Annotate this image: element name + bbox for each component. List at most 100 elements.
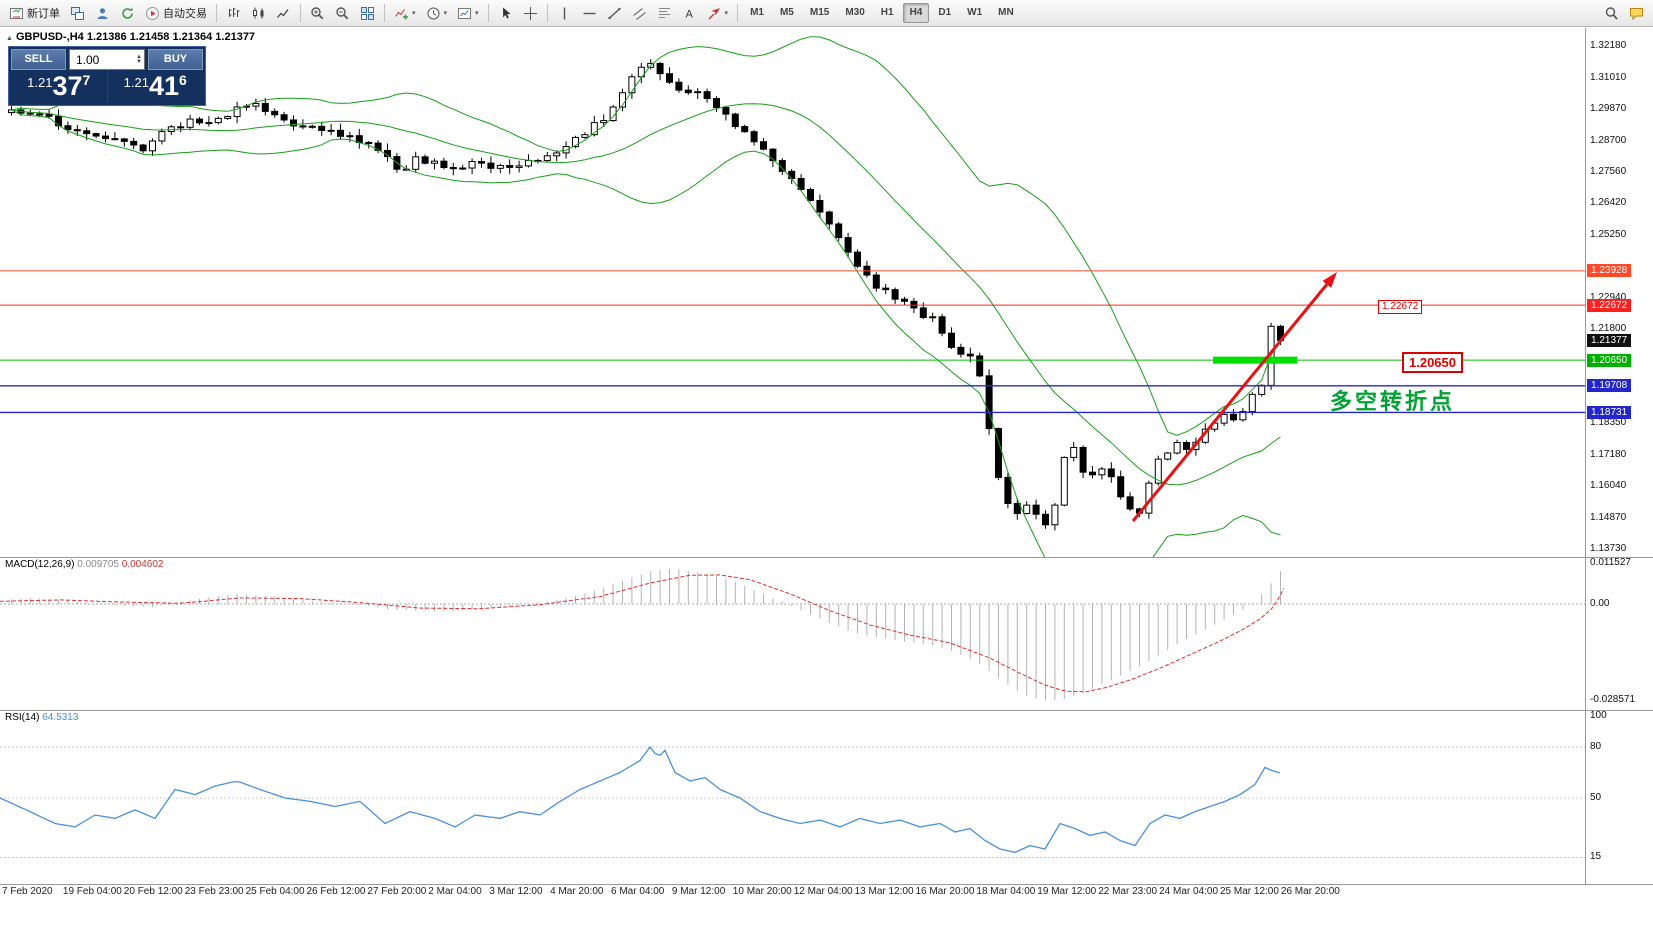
time-axis-label: 26 Mar 20:00 <box>1280 886 1340 897</box>
macd-axis-label: 0.011527 <box>1590 557 1631 568</box>
text-button[interactable]: A <box>677 1 702 25</box>
caret-down-icon: ▾ <box>475 10 479 17</box>
rsi-axis-label: 80 <box>1590 741 1602 752</box>
timeframe-m1[interactable]: M1 <box>750 7 764 18</box>
step-down-icon[interactable]: ▼ <box>136 58 142 65</box>
macd-name: MACD(12,26,9) <box>5 559 75 570</box>
search-icon <box>1604 6 1619 21</box>
auto-trading-button[interactable]: 自动交易 <box>140 1 212 25</box>
buy-price-big: 41 <box>148 71 180 101</box>
templates-button[interactable]: ▾ <box>452 1 484 25</box>
sell-button[interactable]: SELL <box>11 49 66 70</box>
macd-axis-label: -0.028571 <box>1590 694 1636 705</box>
step-up-icon[interactable]: ▲ <box>136 53 142 60</box>
chart-windows-button[interactable] <box>65 1 90 25</box>
volume-input[interactable]: 1.00 ▲ ▼ <box>69 49 145 70</box>
price-axis-label: 1.25250 <box>1590 228 1627 240</box>
toolbar-separator <box>384 4 385 22</box>
time-axis-label: 22 Mar 23:00 <box>1098 886 1158 897</box>
macd-label: MACD(12,26,9) 0.009705 0.004602 <box>5 559 163 570</box>
timeframe-h4[interactable]: H4 <box>902 3 930 23</box>
time-axis-label: 25 Feb 04:00 <box>245 886 305 897</box>
indicators-button[interactable]: ▾ <box>389 1 421 25</box>
tile-icon <box>360 6 375 21</box>
new-order-button[interactable]: 新订单 <box>4 1 65 25</box>
zoom-in-button[interactable] <box>305 1 330 25</box>
indicators-icon <box>394 6 409 21</box>
windows-icon <box>70 6 85 21</box>
rsi-axis-label: 100 <box>1590 710 1607 721</box>
toolbar: 新订单 自动交易 ▾ ▾ ▾ A ▾ M1 M5 M15 M30 H1 H4 D1 W1 MN <box>0 0 1653 27</box>
timeframe-mn[interactable]: MN <box>998 7 1014 18</box>
time-axis-label: 26 Feb 12:00 <box>306 886 366 897</box>
zoomout-icon <box>335 6 350 21</box>
profile-button[interactable] <box>90 1 115 25</box>
buy-price[interactable]: 1.21 41 6 <box>108 70 204 103</box>
buy-price-sup: 6 <box>179 72 187 88</box>
timeframe-w1[interactable]: W1 <box>967 7 983 18</box>
rsi-value: 64.5313 <box>42 712 79 723</box>
price-axis-label: 1.17180 <box>1590 448 1627 460</box>
time-axis-label: 19 Mar 12:00 <box>1037 886 1097 897</box>
toolbar-separator <box>546 4 548 22</box>
sell-price[interactable]: 1.21 37 7 <box>11 70 108 103</box>
rsi-label: RSI(14) 64.5313 <box>5 712 78 723</box>
time-axis-label: 7 Feb 2020 <box>2 886 53 897</box>
cursor-button[interactable] <box>493 1 518 25</box>
time-axis-label: 27 Feb 20:00 <box>367 886 427 897</box>
channel-button[interactable] <box>627 1 652 25</box>
time-axis-label: 6 Mar 04:00 <box>611 886 665 897</box>
horizontal-line-button[interactable] <box>577 1 602 25</box>
time-axis-label: 24 Mar 04:00 <box>1159 886 1219 897</box>
timeframe-m15[interactable]: M15 <box>809 7 830 18</box>
tile-windows-button[interactable] <box>355 1 380 25</box>
symbol-icon: ▲ <box>6 35 13 42</box>
arrows-button[interactable]: ▾ <box>702 1 734 25</box>
buy-button[interactable]: BUY <box>148 49 203 70</box>
price-axis-label: 1.18350 <box>1590 416 1627 428</box>
profile-icon <box>95 6 110 21</box>
time-axis-label: 23 Feb 23:00 <box>184 886 244 897</box>
price-axis-label: 1.21800 <box>1590 322 1627 334</box>
channel-icon <box>632 6 647 21</box>
timeframe-h1[interactable]: H1 <box>880 7 894 18</box>
refresh-button[interactable] <box>115 1 140 25</box>
price-axis-label: 1.31010 <box>1590 71 1627 83</box>
periods-button[interactable]: ▾ <box>421 1 453 25</box>
search-button[interactable] <box>1599 1 1624 25</box>
candle-chart-button[interactable] <box>246 1 271 25</box>
autotrade-icon <box>145 6 160 21</box>
chat-icon <box>1629 6 1644 21</box>
chat-button[interactable] <box>1624 1 1649 25</box>
toolbar-separator <box>300 4 301 22</box>
timeframe-d1[interactable]: D1 <box>938 7 952 18</box>
time-axis-label: 16 Mar 20:00 <box>915 886 975 897</box>
toolbar-right <box>1599 1 1649 25</box>
timeframe-m30[interactable]: M30 <box>845 7 865 18</box>
caret-down-icon: ▾ <box>412 10 416 17</box>
time-axis-label: 10 Mar 20:00 <box>732 886 792 897</box>
price-axis-label: 1.26420 <box>1590 196 1627 208</box>
hline-icon <box>582 6 597 21</box>
volume-stepper[interactable]: ▲ ▼ <box>136 53 142 65</box>
macd-value: 0.009705 <box>77 559 119 570</box>
zoom-out-button[interactable] <box>330 1 355 25</box>
price-axis-label: 1.13730 <box>1590 542 1627 554</box>
buy-price-base: 1.21 <box>123 75 149 90</box>
trendline-button[interactable] <box>602 1 627 25</box>
line-chart-button[interactable] <box>271 1 296 25</box>
price-axis-label: 1.22940 <box>1590 291 1627 303</box>
fibonacci-button[interactable] <box>652 1 677 25</box>
price-badge-support-blue-2: 1.18731 <box>1587 405 1632 419</box>
bar-chart-button[interactable] <box>221 1 246 25</box>
crosshair-button[interactable] <box>518 1 543 25</box>
clock-icon <box>426 6 441 21</box>
time-axis-label: 2 Mar 04:00 <box>428 886 482 897</box>
vertical-line-button[interactable] <box>552 1 577 25</box>
price-axis-label: 1.28700 <box>1590 134 1627 146</box>
sell-price-big: 37 <box>52 71 83 101</box>
toolbar-timeframes: M1 M5 M15 M30 H1 H4 D1 W1 MN <box>742 3 1022 23</box>
timeframe-m5[interactable]: M5 <box>779 7 794 18</box>
